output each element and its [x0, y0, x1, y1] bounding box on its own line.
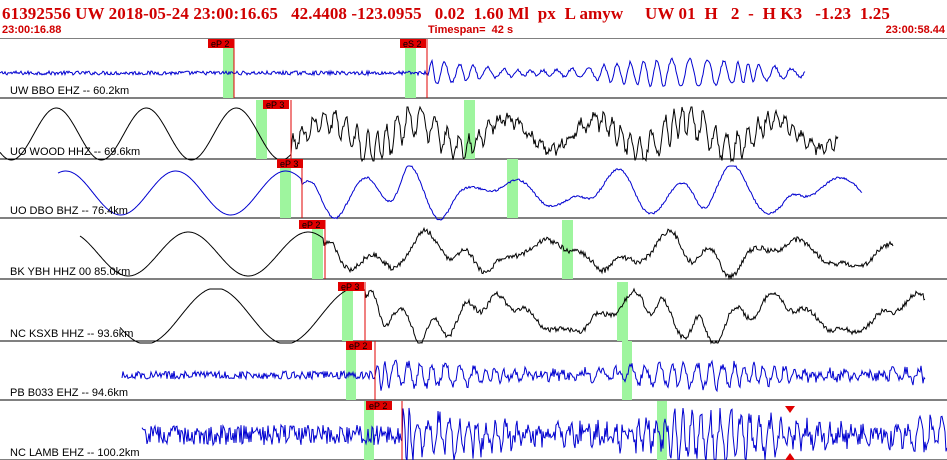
time-window — [312, 220, 323, 279]
end-time-label: 23:00:58.44 — [885, 24, 945, 36]
pick-label: eP 3 — [280, 159, 298, 169]
pick-flag — [208, 39, 234, 48]
pick-label: eP 2 — [302, 220, 320, 230]
seismogram-panel[interactable]: eP 2 eS 2 UW BBO EHZ -- 60.2km eP 3 UO WOOD … — [0, 38, 947, 460]
trace-row[interactable]: eP 3 NC KSXB HHZ -- 93.6km — [0, 282, 947, 345]
phase-pick[interactable]: eP 2 — [299, 220, 326, 279]
time-window — [342, 282, 353, 341]
timespan-label: Timespan= 42 s — [428, 24, 514, 36]
pick-flag — [346, 341, 372, 350]
pick-flag — [366, 401, 392, 410]
station-label: PB B033 EHZ -- 94.6km — [10, 387, 128, 399]
waveform — [79, 226, 894, 281]
phase-pick[interactable]: eS 2 — [400, 39, 428, 98]
pick-label: eP 2 — [369, 401, 387, 411]
time-window — [405, 39, 416, 98]
time-window — [364, 401, 374, 460]
phase-pick[interactable]: eP 3 — [338, 282, 366, 341]
phase-pick[interactable]: eP 2 — [346, 341, 376, 400]
waveform — [141, 407, 947, 460]
station-label: NC LAMB EHZ -- 100.2km — [10, 447, 140, 459]
phase-pick[interactable]: eP 2 — [366, 401, 403, 460]
phase-pick[interactable]: eP 3 — [277, 159, 303, 218]
time-window — [223, 39, 234, 98]
trace-row[interactable]: eP 2 NC LAMB EHZ -- 100.2km — [0, 401, 947, 460]
time-window — [464, 100, 475, 159]
event-header: 61392556 UW 2018-05-24 23:00:16.65 42.44… — [0, 0, 947, 40]
waveform — [0, 105, 839, 163]
pick-flag — [299, 220, 325, 229]
time-window — [280, 159, 291, 218]
pick-label: eP 3 — [266, 100, 284, 110]
time-window — [617, 282, 628, 341]
time-window — [622, 341, 632, 400]
trace-row[interactable]: eP 3 UO DBO BHZ -- 76.4km — [0, 159, 947, 221]
station-label: UO WOOD HHZ -- 69.6km — [10, 146, 140, 158]
trace-row[interactable]: eP 2 BK YBH HHZ 00 85.0km — [0, 220, 947, 281]
waveform — [0, 57, 806, 88]
station-label: UW BBO EHZ -- 60.2km — [10, 85, 129, 97]
trace-row[interactable]: eP 2 eS 2 UW BBO EHZ -- 60.2km — [0, 39, 947, 99]
time-window — [507, 159, 518, 218]
station-label: BK YBH HHZ 00 85.0km — [10, 266, 130, 278]
station-label: NC KSXB HHZ -- 93.6km — [10, 328, 133, 340]
time-window — [657, 401, 667, 460]
trace-row[interactable]: eP 3 UO WOOD HHZ -- 69.6km — [0, 100, 947, 163]
amplitude-marker — [785, 406, 795, 413]
phase-pick[interactable]: eP 2 — [208, 39, 235, 98]
pick-flag — [263, 100, 289, 109]
waveform — [119, 287, 926, 345]
time-window — [256, 100, 267, 159]
pick-label: eP 2 — [211, 39, 229, 49]
start-time-label: 23:00:16.88 — [2, 24, 62, 36]
station-label: UO DBO BHZ -- 76.4km — [10, 205, 128, 217]
amplitude-marker — [785, 453, 795, 460]
pick-label: eS 2 — [403, 39, 422, 49]
time-window — [346, 341, 356, 400]
trace-row[interactable]: eP 2 PB B033 EHZ -- 94.6km — [0, 341, 947, 401]
phase-pick[interactable]: eP 3 — [263, 100, 292, 159]
pick-label: eP 3 — [341, 282, 359, 292]
pick-label: eP 2 — [349, 341, 367, 351]
waveform — [121, 359, 926, 393]
pick-flag — [338, 282, 364, 291]
pick-flag — [277, 159, 303, 168]
event-summary-title: 61392556 UW 2018-05-24 23:00:16.65 42.44… — [2, 4, 890, 23]
pick-flag — [400, 39, 426, 48]
waveform — [57, 165, 863, 221]
